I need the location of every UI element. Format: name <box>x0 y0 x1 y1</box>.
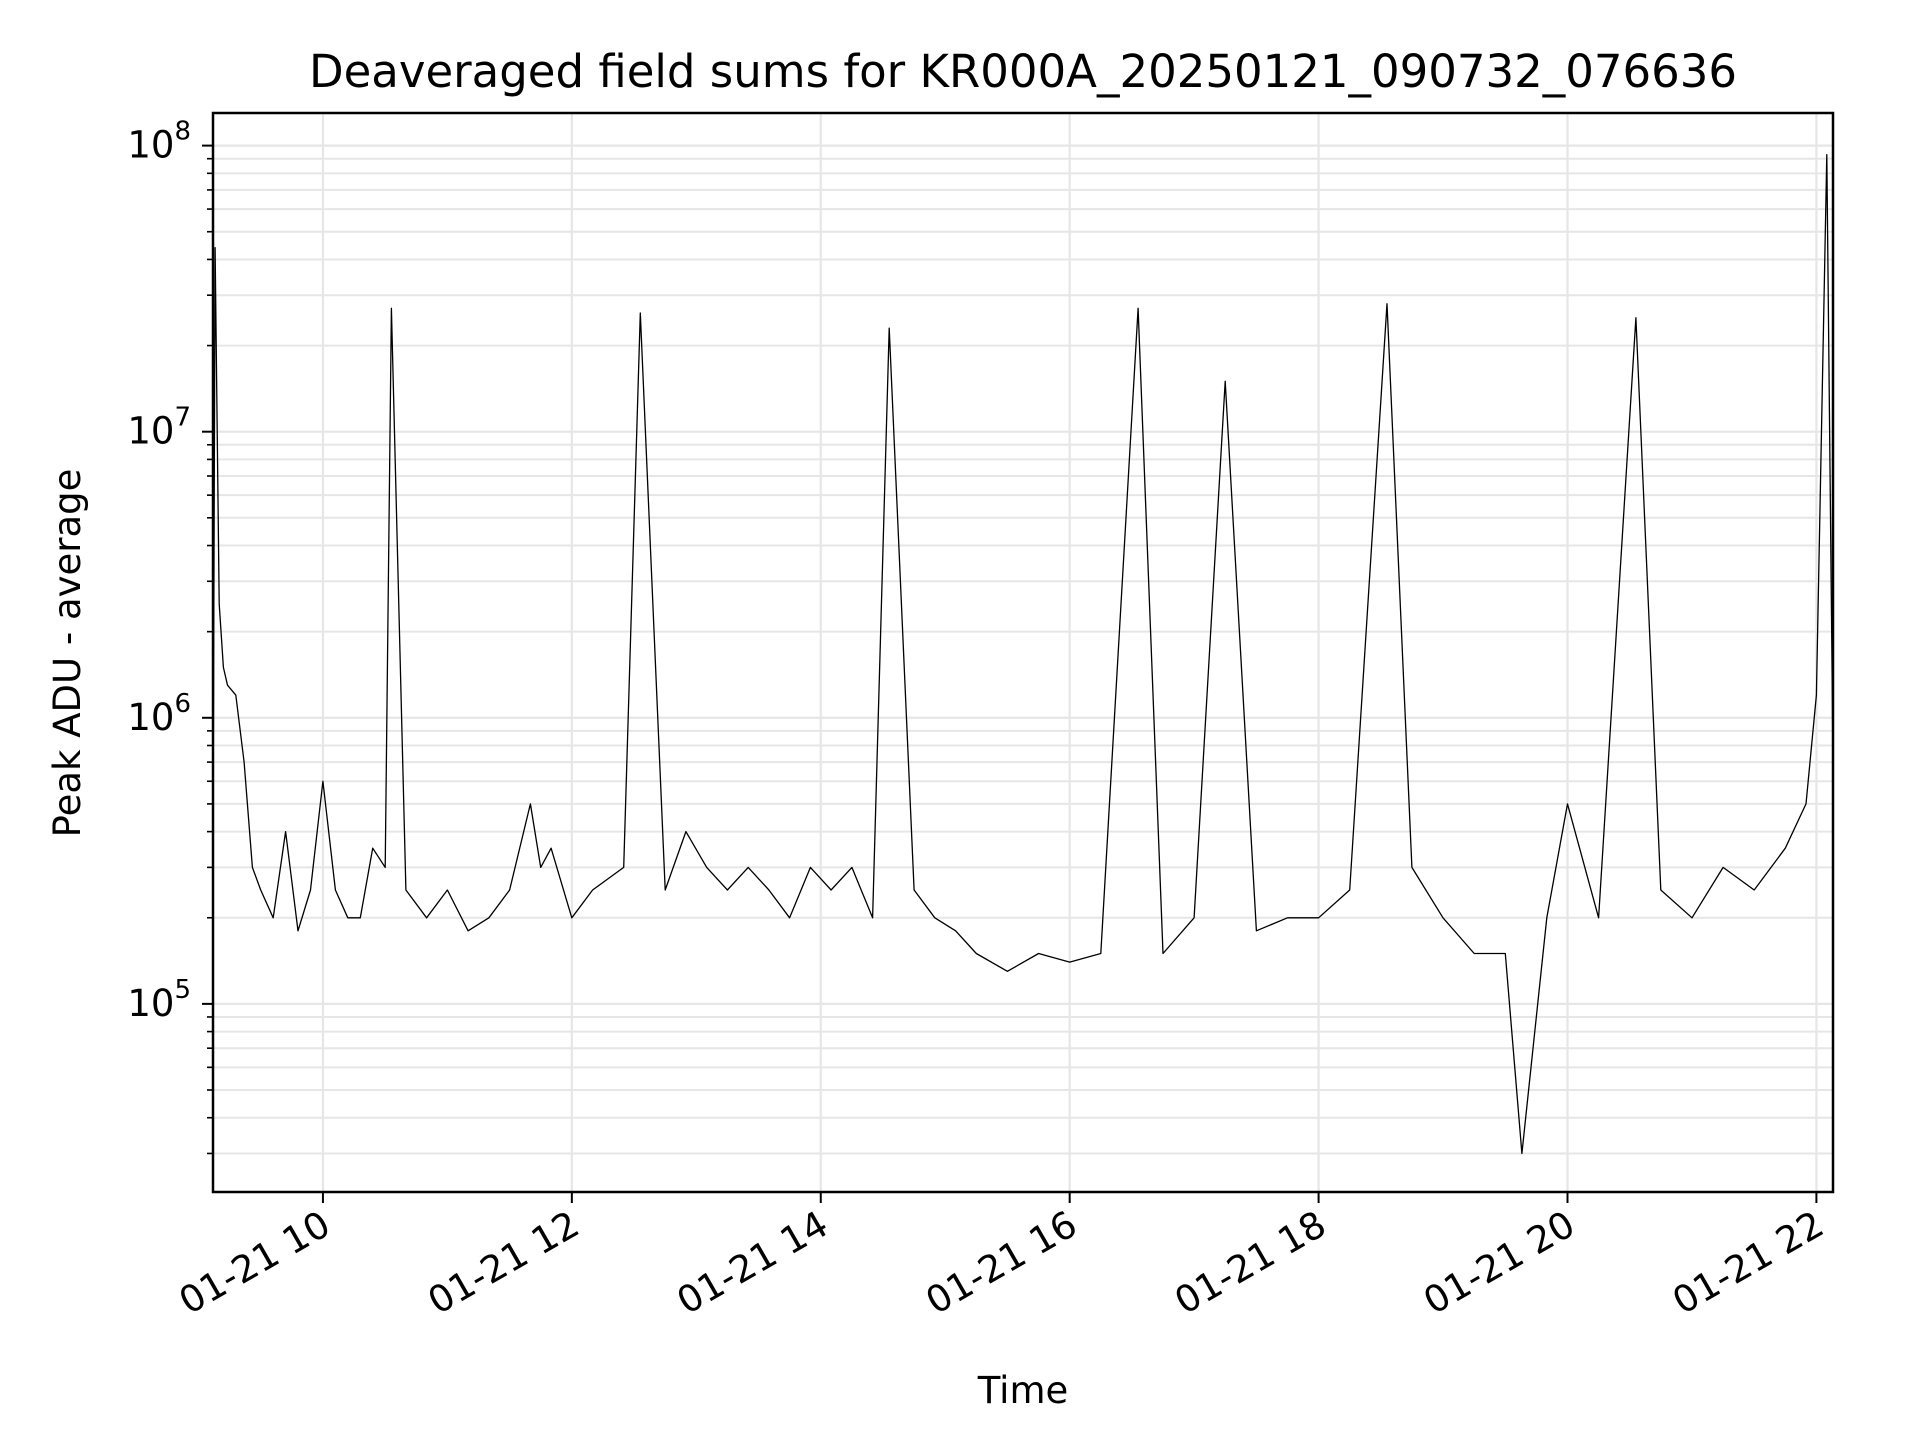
x-tick-label: 01-21 14 <box>670 1203 836 1323</box>
x-axis-label: Time <box>977 1369 1069 1412</box>
x-tick-label: 01-21 16 <box>919 1203 1085 1323</box>
plot-frame <box>211 111 1835 1194</box>
grid-lines <box>213 113 1833 1192</box>
y-axis-label: Peak ADU - average <box>46 469 89 838</box>
y-tick-label: 107 <box>127 403 191 453</box>
y-tick-label: 106 <box>127 689 191 739</box>
y-axis: 105 106 107 108 <box>127 117 213 1155</box>
x-tick-label: 01-21 18 <box>1168 1203 1334 1323</box>
y-tick-label: 105 <box>127 975 191 1025</box>
x-tick-label: 01-21 10 <box>172 1203 338 1323</box>
series-line <box>212 153 1834 1155</box>
x-tick-label: 01-21 22 <box>1665 1203 1831 1323</box>
x-tick-label: 01-21 12 <box>421 1203 587 1323</box>
y-tick-label: 108 <box>127 117 191 167</box>
x-tick-label: 01-21 20 <box>1416 1203 1582 1323</box>
chart-title: Deaveraged field sums for KR000A_2025012… <box>309 45 1737 98</box>
x-axis: 01-21 10 01-21 12 01-21 14 01-21 16 01-21 18… <box>172 1192 1831 1323</box>
